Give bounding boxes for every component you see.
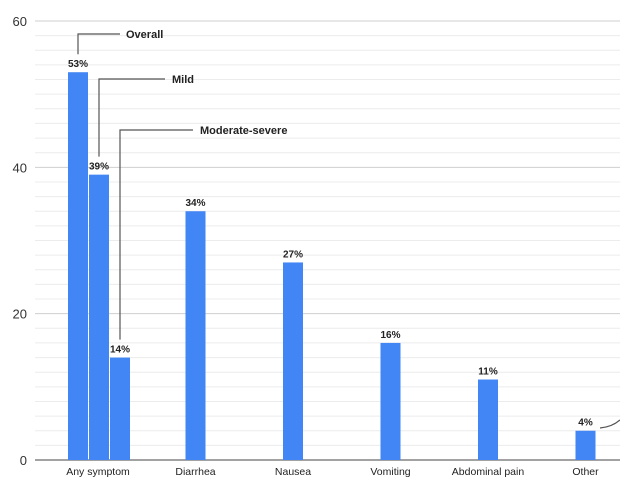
x-tick-label: Diarrhea [175, 466, 215, 478]
bar-any-symptom-moderate-severe [110, 357, 130, 460]
x-tick-label: Nausea [275, 466, 311, 478]
bar-nausea [283, 262, 303, 460]
data-label: 34% [185, 198, 205, 209]
annotation-leader-line [98, 78, 165, 157]
bar-other [575, 430, 596, 460]
annotation-label: Mild [172, 74, 194, 86]
x-tick-label: Any symptom [66, 466, 130, 478]
bar-diarrhea [185, 211, 206, 460]
bar-any-symptom-mild [89, 174, 109, 460]
x-tick-label: Abdominal pain [452, 466, 525, 478]
y-tick-label: 0 [20, 453, 27, 468]
data-label: 16% [380, 330, 400, 341]
bar-abdominal-pain [478, 379, 498, 460]
annotation-leader-line [77, 33, 120, 55]
y-tick-label: 20 [13, 307, 27, 322]
data-label: 14% [110, 345, 130, 356]
data-label: 39% [89, 162, 109, 173]
y-tick-label: 40 [13, 160, 27, 175]
data-label: 11% [478, 367, 498, 378]
annotation-leader-line [599, 419, 620, 429]
x-tick-label: Vomiting [370, 466, 410, 478]
annotation-label: Moderate-severe [200, 125, 287, 137]
data-label: 4% [578, 418, 593, 429]
data-label: 27% [283, 249, 303, 260]
annotation-leader-line [119, 129, 193, 340]
annotation-label: Overall [126, 29, 163, 41]
y-tick-label: 60 [13, 14, 27, 29]
data-label: 53% [68, 59, 88, 70]
bar-vomiting [380, 342, 401, 460]
bar-any-symptom-overall [68, 72, 88, 460]
x-tick-label: Other [572, 466, 599, 478]
